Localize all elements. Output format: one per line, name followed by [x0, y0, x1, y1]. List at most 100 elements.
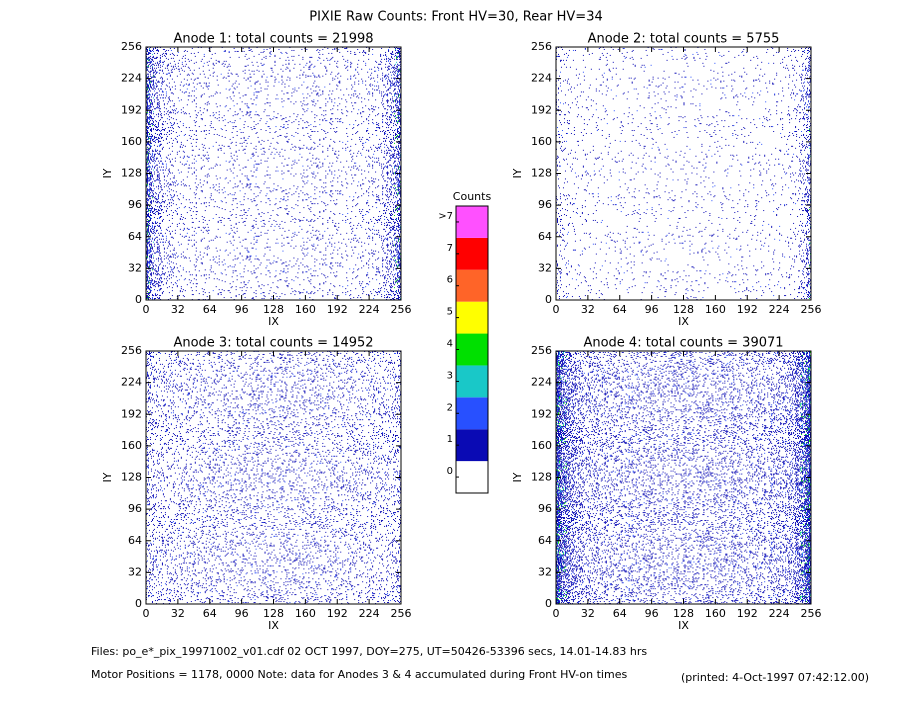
pixel: [147, 139, 148, 140]
pixel: [398, 95, 399, 96]
pixel: [295, 174, 296, 175]
pixel: [248, 126, 249, 127]
pixel: [294, 232, 295, 233]
pixel: [219, 189, 220, 190]
pixel: [387, 202, 388, 203]
pixel: [168, 170, 169, 171]
pixel: [327, 156, 328, 157]
pixel: [191, 240, 192, 241]
pixel: [393, 229, 394, 230]
pixel: [314, 189, 315, 190]
pixel: [399, 172, 400, 173]
pixel: [286, 237, 287, 238]
pixel: [159, 90, 160, 91]
pixel: [147, 158, 148, 159]
pixel: [299, 75, 300, 76]
pixel: [396, 57, 397, 58]
pixel: [386, 163, 387, 164]
pixel: [159, 61, 160, 62]
pixel: [179, 71, 180, 72]
pixel: [381, 238, 382, 239]
pixel: [249, 179, 250, 180]
pixel: [189, 84, 190, 85]
pixel: [152, 222, 153, 223]
pixel: [148, 122, 149, 123]
pixel: [398, 50, 399, 51]
pixel: [149, 50, 150, 51]
pixel: [361, 174, 362, 175]
pixel: [151, 159, 152, 160]
pixel: [260, 84, 261, 85]
pixel: [396, 228, 397, 229]
pixel: [219, 186, 220, 187]
pixel: [329, 97, 330, 98]
pixel: [208, 101, 209, 102]
pixel: [171, 70, 172, 71]
pixel: [384, 59, 385, 60]
pixel: [365, 157, 366, 158]
pixel: [202, 119, 203, 120]
pixel: [396, 70, 397, 71]
pixel: [150, 251, 151, 252]
pixel: [158, 137, 159, 138]
pixel: [152, 67, 153, 68]
pixel: [383, 157, 384, 158]
pixel: [247, 105, 248, 106]
pixel: [165, 193, 166, 194]
pixel: [192, 101, 193, 102]
pixel: [261, 118, 262, 119]
pixel: [397, 66, 398, 67]
pixel: [283, 100, 284, 101]
pixel: [338, 155, 339, 156]
pixel: [158, 142, 159, 143]
pixel: [388, 100, 389, 101]
pixel: [161, 138, 162, 139]
pixel: [233, 165, 234, 166]
pixel: [175, 210, 176, 211]
pixel: [153, 242, 154, 243]
pixel: [216, 184, 217, 185]
pixel: [329, 145, 330, 146]
pixel: [157, 102, 158, 103]
pixel: [274, 226, 275, 227]
pixel: [147, 226, 148, 227]
pixel: [306, 121, 307, 122]
pixel: [374, 234, 375, 235]
pixel: [354, 102, 355, 103]
pixel: [353, 240, 354, 241]
pixel: [319, 119, 320, 120]
pixel: [185, 184, 186, 185]
pixel: [291, 216, 292, 217]
pixel: [393, 228, 394, 229]
pixel: [390, 181, 391, 182]
pixel: [148, 98, 149, 99]
pixel: [357, 113, 358, 114]
pixel: [226, 202, 227, 203]
pixel: [147, 230, 148, 231]
pixel: [177, 141, 178, 142]
pixel: [254, 172, 255, 173]
pixel: [351, 174, 352, 175]
pixel: [161, 230, 162, 231]
pixel: [154, 108, 155, 109]
pixel: [170, 234, 171, 235]
pixel: [226, 105, 227, 106]
pixel: [291, 168, 292, 169]
pixel: [384, 147, 385, 148]
pixel: [170, 63, 171, 64]
pixel: [334, 79, 335, 80]
pixel: [157, 63, 158, 64]
pixel: [237, 135, 238, 136]
pixel: [160, 97, 161, 98]
pixel: [152, 208, 153, 209]
pixel: [147, 152, 148, 153]
pixel: [398, 86, 399, 87]
pixel: [156, 130, 157, 131]
pixel: [399, 186, 400, 187]
pixel: [393, 204, 394, 205]
pixel: [164, 129, 165, 130]
pixel: [387, 219, 388, 220]
pixel: [314, 250, 315, 251]
pixel: [222, 129, 223, 130]
pixel: [160, 191, 161, 192]
